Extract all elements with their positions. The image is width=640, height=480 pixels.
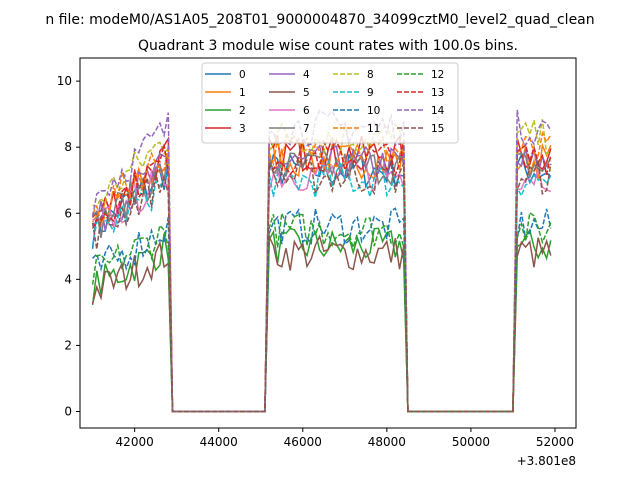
legend-label: 1 xyxy=(239,87,246,99)
x-tick-label: 44000 xyxy=(200,435,238,449)
legend-label: 12 xyxy=(431,69,444,81)
legend-label: 15 xyxy=(431,123,444,135)
series-line-10 xyxy=(92,207,552,413)
series-line-0 xyxy=(91,152,552,413)
x-axis: 42000 44000 46000 48000 50000 52000 xyxy=(116,428,574,449)
legend-label: 4 xyxy=(303,69,310,81)
legend-label: 5 xyxy=(303,87,310,99)
series-line-1 xyxy=(91,142,552,413)
series-line-6 xyxy=(92,154,552,413)
legend-label: 7 xyxy=(303,123,310,135)
x-tick-label: 42000 xyxy=(116,435,154,449)
y-tick-label: 8 xyxy=(64,140,72,154)
figure-suptitle: n file: modeM0/AS1A05_208T01_9000004870_… xyxy=(45,12,594,28)
plot-area xyxy=(91,109,552,413)
legend-label: 6 xyxy=(303,105,310,117)
legend-label: 0 xyxy=(239,69,246,81)
series-line-5 xyxy=(91,234,552,413)
series-line-12 xyxy=(91,210,552,413)
x-tick-label: 50000 xyxy=(452,435,490,449)
x-tick-label: 48000 xyxy=(368,435,406,449)
legend-label: 8 xyxy=(367,69,374,81)
y-tick-label: 6 xyxy=(64,206,72,220)
y-tick-label: 0 xyxy=(64,404,72,418)
series-line-2 xyxy=(91,227,552,413)
legend-frame xyxy=(201,62,459,144)
legend-label: 9 xyxy=(367,87,374,99)
series-line-9 xyxy=(91,159,552,413)
series-line-7 xyxy=(92,148,552,413)
y-tick-label: 10 xyxy=(57,74,72,88)
legend-label: 11 xyxy=(367,123,380,135)
x-tick-label: 52000 xyxy=(536,435,574,449)
y-tick-label: 2 xyxy=(64,338,72,352)
legend-label: 13 xyxy=(431,87,444,99)
chart-title: Quadrant 3 module wise count rates with … xyxy=(138,38,518,54)
legend-label: 3 xyxy=(239,123,246,135)
series-line-13 xyxy=(91,139,552,413)
legend-label: 10 xyxy=(367,105,380,117)
y-axis: 0 2 4 6 8 10 xyxy=(57,74,80,418)
series-line-15 xyxy=(91,158,552,413)
y-tick-label: 4 xyxy=(64,272,72,286)
x-offset-label: +3.801e8 xyxy=(517,454,576,468)
x-tick-label: 46000 xyxy=(284,435,322,449)
legend-label: 2 xyxy=(239,105,246,117)
legend-label: 14 xyxy=(431,105,445,117)
plot-frame xyxy=(79,57,577,429)
